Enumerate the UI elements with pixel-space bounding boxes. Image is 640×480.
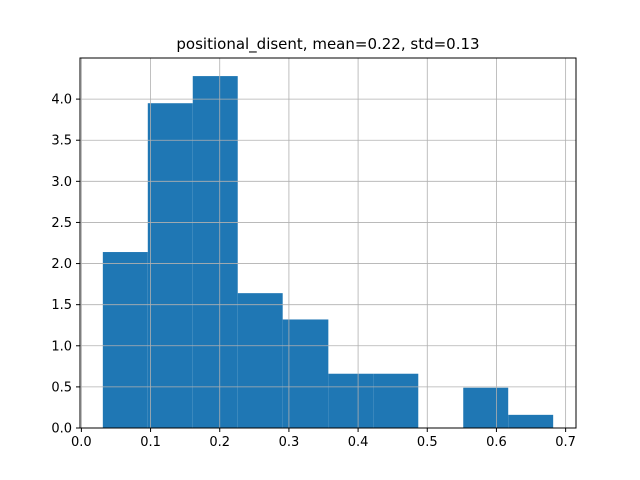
x-tick-label-0: 0.0 <box>71 435 92 450</box>
histogram-bar-9 <box>508 414 554 428</box>
histogram-bar-2 <box>192 76 238 428</box>
plot-frame <box>79 57 577 429</box>
x-tick-label-7: 0.7 <box>555 435 576 450</box>
histogram-bar-0 <box>102 252 148 428</box>
bars-layer <box>102 76 554 428</box>
x-tick-label-2: 0.2 <box>209 435 230 450</box>
y-tick-label-0: 0.0 <box>51 422 72 437</box>
x-tick-label-4: 0.4 <box>348 435 369 450</box>
x-tick-label-6: 0.6 <box>486 435 507 450</box>
y-tick-label-3: 1.5 <box>51 298 72 313</box>
y-tick-label-5: 2.5 <box>51 216 72 231</box>
y-tick-label-1: 0.5 <box>51 380 72 395</box>
x-tick-label-1: 0.1 <box>140 435 161 450</box>
y-tick-label-4: 2.0 <box>51 257 72 272</box>
x-tick-label-5: 0.5 <box>417 435 438 450</box>
histogram-bar-1 <box>147 103 193 428</box>
grid-layer <box>80 58 576 429</box>
y-tick-label-2: 1.0 <box>51 339 72 354</box>
y-tick-label-8: 4.0 <box>51 93 72 108</box>
chart-title: positional_disent, mean=0.22, std=0.13 <box>176 35 479 54</box>
histogram-bar-5 <box>328 373 374 428</box>
axes-layer: 0.0 0.1 0.2 0.3 0.4 0.5 0.6 0.7 0.0 0.5 1.0 1.5 2.0 2… <box>51 57 577 450</box>
histogram-bar-4 <box>282 319 329 428</box>
x-tick-label-3: 0.3 <box>279 435 300 450</box>
histogram-bar-6 <box>373 373 419 428</box>
histogram-bar-3 <box>237 293 283 428</box>
y-tick-label-7: 3.5 <box>51 134 72 149</box>
y-tick-label-6: 3.0 <box>51 175 72 190</box>
histogram-bar-8 <box>463 387 509 428</box>
